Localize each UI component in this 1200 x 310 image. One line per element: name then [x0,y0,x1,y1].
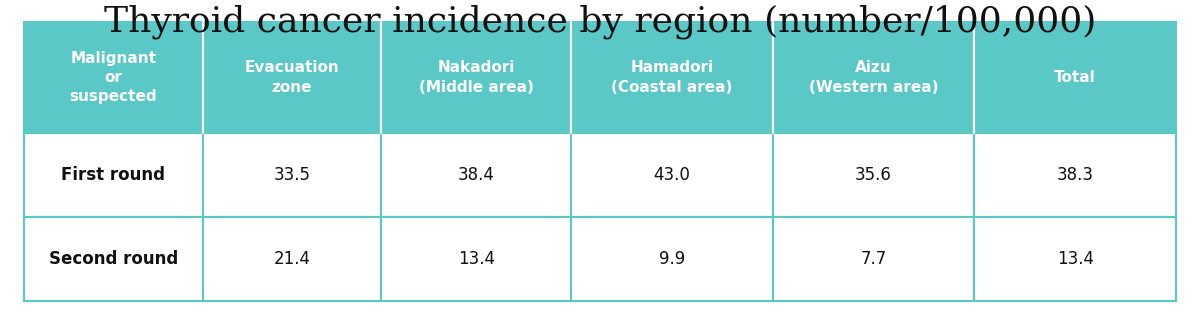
Text: Nakadori
(Middle area): Nakadori (Middle area) [419,60,534,95]
Bar [974,22,1176,133]
Bar [24,22,203,133]
Bar [382,22,571,133]
Text: 9.9: 9.9 [659,250,685,268]
Text: 43.0: 43.0 [654,166,690,184]
Text: 38.4: 38.4 [457,166,494,184]
Text: First round: First round [61,166,166,184]
Text: Aizu
(Western area): Aizu (Western area) [809,60,938,95]
Bar [773,133,974,217]
Bar [24,217,203,301]
Bar [203,133,382,217]
Text: Evacuation
zone: Evacuation zone [245,60,340,95]
Bar [24,22,1176,133]
Bar [203,22,382,133]
Bar [571,22,773,133]
Text: 35.6: 35.6 [856,166,892,184]
Text: 7.7: 7.7 [860,250,887,268]
Text: 21.4: 21.4 [274,250,311,268]
Bar [24,133,203,217]
Bar [773,217,974,301]
Text: 33.5: 33.5 [274,166,311,184]
Bar [773,22,974,133]
Text: Hamadori
(Coastal area): Hamadori (Coastal area) [611,60,733,95]
Text: 13.4: 13.4 [457,250,494,268]
Text: Second round: Second round [49,250,178,268]
Bar [382,217,571,301]
Text: Thyroid cancer incidence by region (number/100,000): Thyroid cancer incidence by region (numb… [104,5,1096,39]
Bar [203,217,382,301]
Bar [571,133,773,217]
Text: 38.3: 38.3 [1057,166,1093,184]
Bar [571,217,773,301]
Bar [382,133,571,217]
Bar [974,133,1176,217]
Text: Malignant
or
suspected: Malignant or suspected [70,51,157,104]
Bar [974,217,1176,301]
Text: 13.4: 13.4 [1057,250,1093,268]
Text: Total: Total [1055,70,1096,85]
